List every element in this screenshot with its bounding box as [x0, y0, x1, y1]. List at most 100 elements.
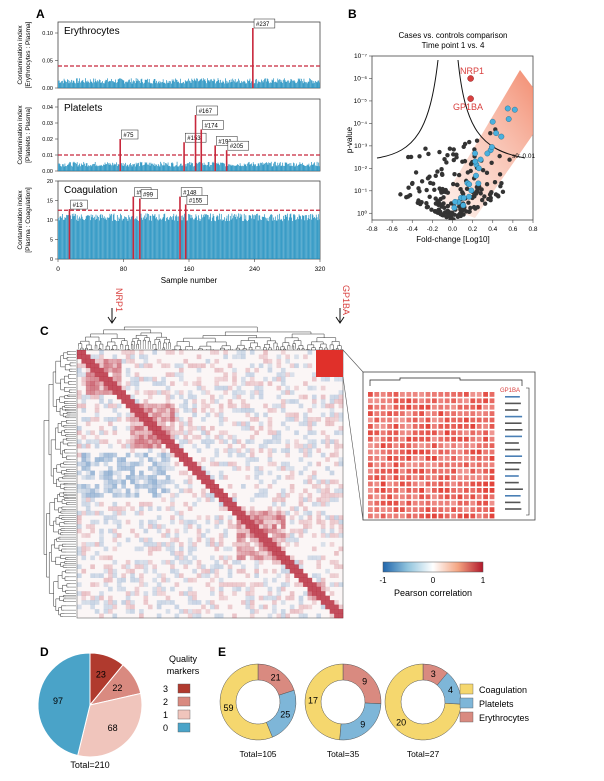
heatmap-cell	[285, 475, 290, 480]
sample-bar	[261, 79, 262, 88]
sample-bar	[76, 163, 77, 171]
heatmap-cell	[227, 461, 233, 467]
heatmap-cell	[134, 385, 140, 391]
inset-cell	[464, 481, 469, 487]
sample-bar	[164, 82, 166, 88]
sample-bar	[247, 81, 249, 88]
heatmap-cell	[77, 390, 82, 395]
heatmap-cell	[125, 600, 131, 605]
heatmap-cell	[289, 475, 295, 480]
heatmap-cell	[103, 546, 109, 552]
sample-bar	[310, 219, 312, 259]
heatmap-cell	[236, 408, 242, 413]
inset-cell	[451, 436, 456, 442]
inset-cell	[393, 468, 399, 474]
heatmap-cell	[267, 551, 273, 556]
heatmap-cell	[99, 354, 104, 360]
heatmap-cell	[254, 519, 259, 525]
sample-bar	[245, 83, 247, 88]
inset-cell	[451, 411, 456, 416]
sample-bar	[121, 78, 122, 88]
dendrogram-branch	[48, 384, 54, 456]
heatmap-cell	[196, 376, 202, 382]
heatmap-cell	[125, 559, 131, 565]
heatmap-cell	[187, 457, 193, 462]
heatmap-cell	[130, 479, 135, 485]
heatmap-cell	[276, 519, 282, 525]
dendrogram-branch	[59, 492, 64, 497]
dendrogram-branch	[140, 332, 162, 338]
heatmap-cell	[311, 501, 317, 507]
heatmap-cell	[258, 524, 264, 529]
sample-bar	[59, 82, 61, 88]
inset-cell	[438, 443, 444, 448]
heatmap-cell	[329, 528, 335, 534]
heatmap-cell	[116, 470, 122, 476]
dendrogram-branch	[48, 552, 54, 594]
platelets-ylabel-1: Contamination index	[17, 105, 24, 165]
inset-cell	[374, 500, 380, 506]
heatmap-cell	[223, 417, 228, 422]
sample-bar	[318, 80, 320, 88]
sample-bar	[187, 220, 189, 259]
volcano-ylabel: p-value	[345, 126, 354, 153]
heatmap-cell	[325, 434, 330, 440]
sample-bar	[102, 214, 103, 259]
protein-point	[454, 182, 460, 188]
sample-bar	[272, 80, 274, 88]
heatmap-cell	[201, 439, 206, 444]
heatmap-cell	[298, 497, 304, 503]
heatmap-cell	[183, 519, 189, 525]
dendrogram-branch	[43, 420, 49, 555]
heatmap-cell	[307, 448, 313, 453]
heatmap-cell	[214, 604, 220, 610]
heatmap-cell	[81, 358, 87, 364]
heatmap-cell	[178, 439, 184, 444]
inset-cell	[374, 398, 380, 404]
heatmap-cell	[143, 542, 149, 547]
sample-bar	[279, 163, 280, 171]
heatmap-cell	[289, 519, 295, 525]
heatmap-cell	[214, 519, 220, 525]
heatmap-cell	[254, 564, 259, 570]
heatmap-cell	[147, 488, 153, 494]
inset-cell	[393, 494, 399, 500]
heatmap-cell	[125, 452, 131, 458]
heatmap-cell	[218, 537, 224, 543]
heatmap-cell	[249, 515, 255, 520]
inset-cell	[457, 392, 463, 397]
heatmap-cell	[152, 461, 157, 467]
heatmap-cell	[249, 425, 255, 431]
heatmap-cell	[289, 555, 295, 561]
sample-bar	[121, 165, 123, 171]
dendrogram-branch	[221, 345, 231, 351]
heatmap-cell	[223, 372, 228, 377]
inset-cell	[489, 513, 495, 519]
sample-bar	[96, 82, 98, 88]
sample-bar	[153, 79, 155, 88]
heatmap-cell	[205, 475, 211, 480]
heatmap-cell	[289, 488, 295, 494]
sample-bar	[305, 215, 306, 259]
heatmap-cell	[214, 367, 220, 373]
inset-cell	[444, 468, 450, 474]
inset-cell	[419, 507, 424, 512]
heatmap-cell	[311, 586, 317, 592]
inset-cell	[393, 481, 399, 487]
sample-bar	[204, 79, 206, 88]
heatmap-cell	[112, 417, 118, 422]
heatmap-cell	[170, 434, 175, 440]
heatmap-cell	[245, 425, 251, 431]
heatmap-cell	[263, 555, 268, 561]
dendrogram-branch	[158, 341, 161, 346]
heatmap-cell	[214, 452, 220, 458]
inset-cell	[380, 494, 386, 500]
heatmap-cell	[192, 425, 197, 431]
heatmap-cell	[103, 430, 109, 436]
inset-cell	[400, 430, 405, 436]
heatmap-cell	[94, 519, 100, 525]
heatmap-cell	[178, 519, 184, 525]
heatmap-cell	[241, 421, 246, 427]
heatmap-cell	[90, 573, 95, 578]
